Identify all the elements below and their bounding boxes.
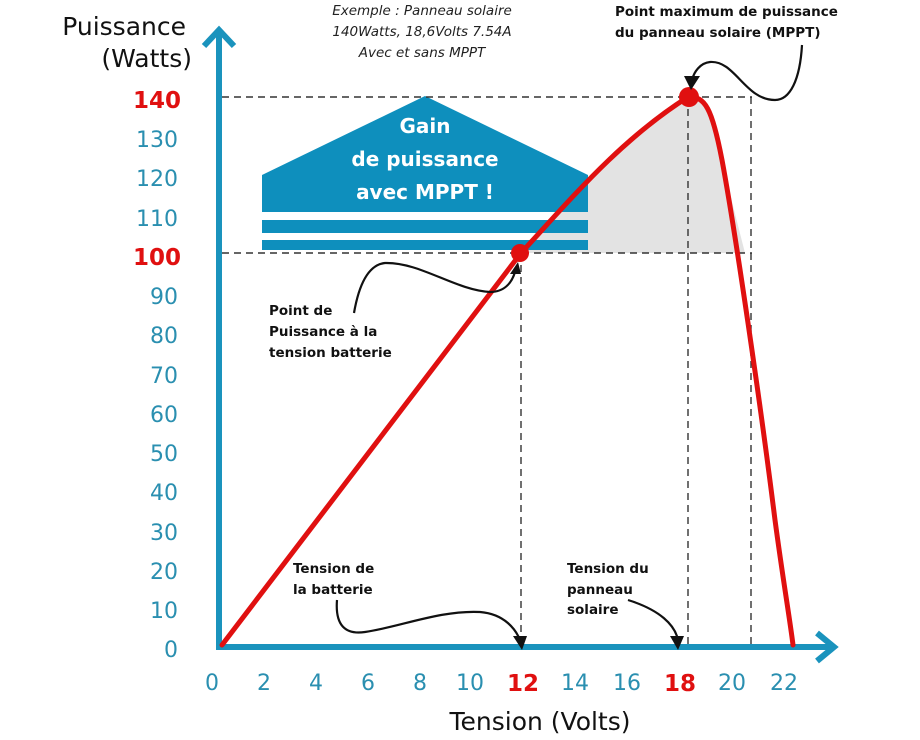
panel-voltage-annotation: Tension du panneau solaire [567,561,684,650]
x-tick: 22 [770,671,798,696]
arrow-head-icon [510,262,521,274]
y-tick: 70 [150,364,178,389]
annotation-line: Point maximum de puissance [615,4,838,20]
x-tick: 8 [413,671,427,696]
y-tick: 80 [150,324,178,349]
x-axis-title: Tension (Volts) [448,707,630,736]
x-tick: 6 [361,671,375,696]
y-tick: 60 [150,403,178,428]
x-tick: 20 [718,671,746,696]
gain-banner: Gain de puissance avec MPPT ! [262,96,588,250]
mppt-point [679,87,699,107]
annotation-line: solaire [567,602,619,618]
power-curve [219,94,796,648]
subtitle-line: Avec et sans MPPT [358,45,487,61]
x-tick-labels: 0 2 4 6 8 10 12 14 16 18 20 22 [205,671,798,697]
y-tick-highlighted: 140 [133,88,181,114]
gain-shaded-area [521,97,745,253]
x-tick: 2 [257,671,271,696]
mppt-annotation: Point maximum de puissance du panneau so… [615,4,838,102]
y-axis-arrow-icon [201,25,237,49]
y-tick: 10 [150,599,178,624]
x-axis-arrow-icon [815,630,839,664]
banner-line-1: Gain [399,114,450,138]
y-tick: 120 [136,167,178,192]
y-tick: 130 [136,128,178,153]
y-tick: 30 [150,521,178,546]
arrow-head-icon [670,636,684,650]
x-tick-highlighted: 12 [507,671,539,697]
annotation-line: la batterie [293,582,373,598]
x-tick: 0 [205,671,219,696]
y-axis-title-line-1: Puissance [62,12,186,41]
subtitle-line: Exemple : Panneau solaire [332,3,512,19]
axes [201,25,839,664]
y-tick-highlighted: 100 [133,245,181,271]
y-tick: 90 [150,285,178,310]
arrow-head-icon [684,76,700,90]
x-tick: 10 [456,671,484,696]
annotation-line: Tension du [567,561,649,577]
y-tick: 40 [150,481,178,506]
y-tick: 0 [164,638,178,663]
annotation-line: Tension de [293,561,374,577]
battery-point-arrow [352,261,517,314]
battery-point-annotation: Point de Puissance à la tension batterie [269,261,521,361]
annotation-line: panneau [567,582,633,598]
panel-voltage-arrow [627,598,680,641]
subtitle-line: 140Watts, 18,6Volts 7.54A [332,24,511,40]
annotation-line: tension batterie [269,345,392,361]
annotation-line: Point de [269,303,332,319]
annotation-line: Puissance à la [269,324,377,340]
battery-power-point [511,244,529,262]
chart-subtitle: Exemple : Panneau solaire 140Watts, 18,6… [332,3,512,61]
arrow-head-icon [513,636,527,650]
x-tick: 14 [561,671,589,696]
x-tick: 4 [309,671,323,696]
mppt-arrow [690,44,804,102]
reference-lines [222,96,752,645]
battery-voltage-annotation: Tension de la batterie [293,561,527,650]
x-tick-highlighted: 18 [664,671,696,697]
banner-line-3: avec MPPT ! [356,180,494,204]
y-axis-title-line-2: (Watts) [101,44,192,73]
y-tick: 20 [150,560,178,585]
annotation-line: du panneau solaire (MPPT) [615,25,821,41]
x-tick: 16 [613,671,641,696]
y-tick: 50 [150,442,178,467]
battery-voltage-arrow [335,599,522,641]
y-tick: 110 [136,207,178,232]
y-tick-labels: 0 10 20 30 40 50 60 70 80 90 100 110 120… [133,88,181,663]
banner-line-2: de puissance [351,147,498,171]
